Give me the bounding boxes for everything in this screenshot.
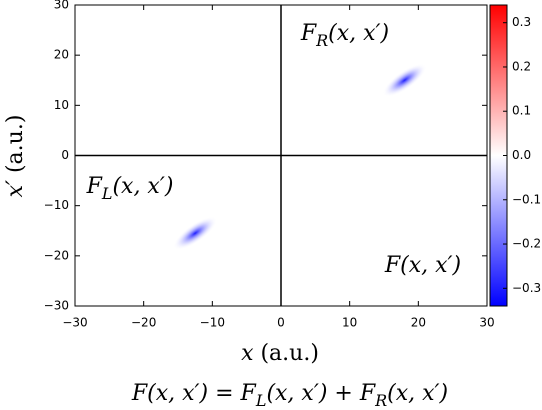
y-tick-label: 0	[61, 148, 69, 162]
math-text: F	[300, 21, 317, 46]
x-tick-label: −30	[62, 316, 87, 330]
math-text: (x, x′) + F	[266, 381, 375, 406]
y-tick-label: 20	[54, 48, 69, 62]
subscript: L	[101, 184, 113, 203]
annotation: FL​(x, x′)	[86, 174, 174, 203]
math-text: (x, x′)	[328, 21, 389, 46]
x-axis-label: x (a.u.)	[241, 341, 319, 366]
y-tick-label: 30	[54, 0, 69, 12]
math-text: (x, x′)	[387, 381, 448, 406]
y-tick-label: −10	[44, 198, 69, 212]
colorbar-tick-label: 0.2	[512, 59, 531, 73]
x-tick-label: 10	[342, 316, 357, 330]
colorbar-tick-label: −0.2	[512, 237, 541, 251]
x-tick-label: −20	[131, 316, 156, 330]
subscript: R	[315, 31, 328, 50]
blob	[382, 63, 427, 97]
math-text: x′	[3, 180, 28, 197]
x-tick-label: 30	[479, 316, 494, 330]
math-text: x	[241, 341, 254, 366]
colorbar-tick-label: −0.1	[512, 192, 541, 206]
y-axis-label: x′ (a.u.)	[3, 115, 28, 198]
x-tick-label: 0	[277, 316, 285, 330]
y-tick-label: −20	[44, 248, 69, 262]
colorbar-tick-label: 0.0	[512, 148, 531, 162]
blob	[173, 216, 218, 250]
roman-text: (a.u.)	[3, 115, 28, 180]
y-tick-label: −30	[44, 299, 69, 313]
annotation: FR​(x, x′)	[300, 21, 389, 50]
colorbar-tick-label: −0.3	[512, 281, 541, 295]
math-text: F	[86, 174, 103, 199]
colorbar-tick-label: 0.3	[512, 15, 531, 29]
x-tick-label: −10	[200, 316, 225, 330]
colorbar-tick-label: 0.1	[512, 104, 531, 118]
math-text: F(x, x′)	[384, 253, 461, 278]
math-text: (x, x′)	[112, 174, 173, 199]
caption: F(x, x′) = FL​(x, x′) + FR​(x, x′)	[131, 381, 448, 410]
subscript: R	[374, 391, 387, 410]
math-text: F(x, x′) = F	[131, 381, 257, 406]
y-tick-label: 10	[54, 98, 69, 112]
subscript: L	[255, 391, 267, 410]
roman-text: (a.u.)	[253, 341, 318, 366]
annotation: F(x, x′)	[384, 253, 461, 278]
x-tick-label: 20	[411, 316, 426, 330]
